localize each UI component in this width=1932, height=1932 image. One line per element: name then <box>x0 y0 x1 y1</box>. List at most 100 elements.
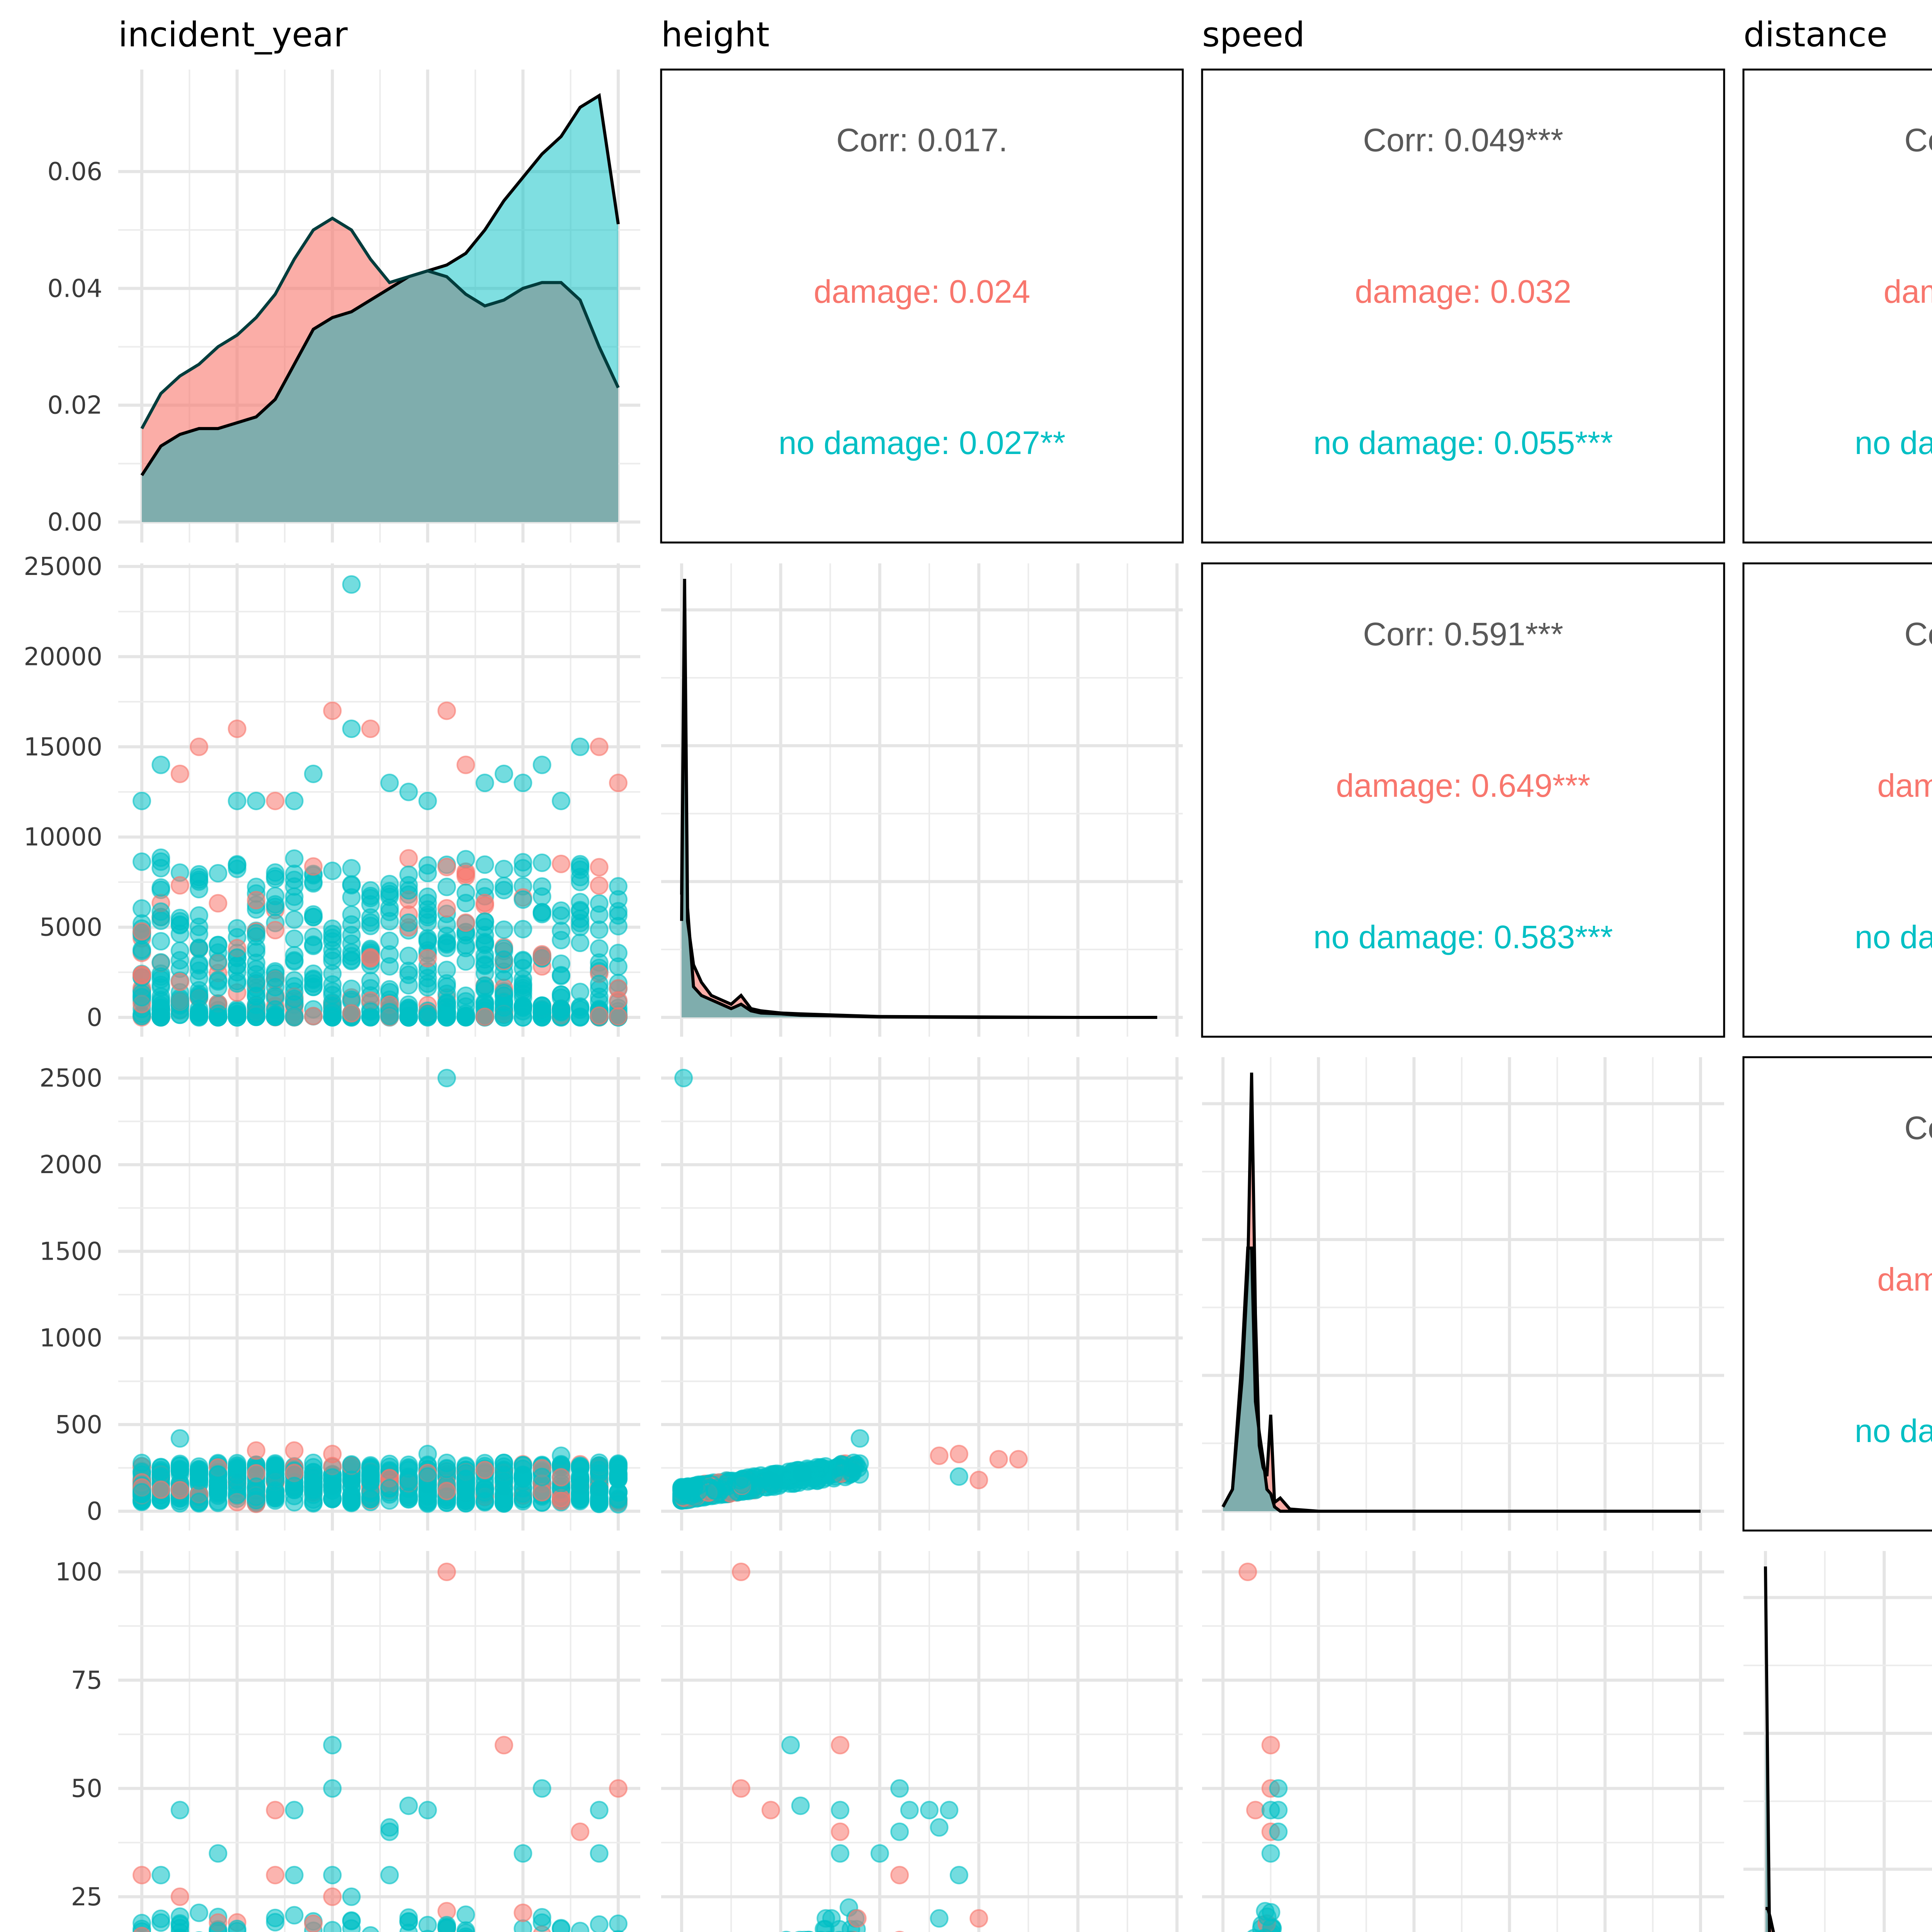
y-tick-label: 500 <box>55 1411 102 1439</box>
scatter-point-damage <box>949 1445 968 1464</box>
scatter-point-no-damage <box>571 867 590 886</box>
scatter-point-no-damage <box>228 859 247 878</box>
scatter-point-no-damage <box>189 988 208 1007</box>
scatter-point-no-damage <box>532 1779 551 1798</box>
scatter-point-no-damage <box>571 934 590 952</box>
scatter-point-no-damage <box>532 853 551 872</box>
scatter-point-damage <box>170 972 189 991</box>
scatter-point-damage <box>590 1006 609 1025</box>
scatter-point-no-damage <box>532 1913 551 1932</box>
scatter-point-no-damage <box>940 1801 959 1820</box>
scatter-point-no-damage <box>209 864 228 883</box>
scatter-point-no-damage <box>209 1465 228 1484</box>
scatter-point-no-damage <box>475 1483 494 1502</box>
density-area-overlap <box>1765 1733 1770 1932</box>
scatter-point-no-damage <box>949 1866 968 1884</box>
scatter-point-damage <box>133 965 151 984</box>
scatter-point-no-damage <box>831 1844 850 1863</box>
scatter-point-no-damage <box>228 1461 247 1480</box>
scatter-point-damage <box>514 1903 532 1922</box>
corr-no-damage-label: no damage: 0.583*** <box>1313 919 1613 955</box>
y-tick-label: 1500 <box>39 1237 102 1266</box>
scatter-point-no-damage <box>399 1471 418 1490</box>
scatter-point-no-damage <box>342 859 361 878</box>
scatter-point-no-damage <box>930 1818 949 1837</box>
scatter-point-no-damage <box>514 1844 532 1863</box>
scatter-point-damage <box>495 1736 514 1755</box>
axis-layer: 1990199520002005201020150500010000150002… <box>24 158 103 1912</box>
density-area-overlap <box>142 270 618 522</box>
scatter-point-no-damage <box>532 905 551 923</box>
scatter-point-damage <box>133 922 151 941</box>
scatter-point-no-damage <box>151 902 170 921</box>
scatter-point-no-damage <box>399 1908 418 1927</box>
scatter-point-damage <box>831 1736 850 1755</box>
scatter-point-no-damage <box>170 941 189 960</box>
scatter-point-no-damage <box>514 774 532 793</box>
scatter-point-no-damage <box>285 1866 304 1884</box>
scatter-point-no-damage <box>323 1468 342 1487</box>
scatter-point-no-damage <box>170 1801 189 1820</box>
scatter-point-no-damage <box>437 934 456 952</box>
scatter-point-no-damage <box>831 1801 850 1820</box>
corr-overall-label: Corr: 0.825*** <box>1904 616 1932 652</box>
scatter-point-no-damage <box>189 1903 208 1922</box>
scatter-point-no-damage <box>890 1822 909 1841</box>
scatter-point-no-damage <box>266 897 285 916</box>
scatter-point-damage <box>532 947 551 966</box>
y-tick-label: 2500 <box>39 1064 102 1093</box>
scatter-point-no-damage <box>456 883 475 902</box>
scatter-point-no-damage <box>514 920 532 939</box>
y-tick-label: 25000 <box>24 553 102 581</box>
scatter-point-no-damage <box>266 1908 285 1927</box>
strip-top-height: height <box>661 15 770 54</box>
correlation-panel-box <box>1742 562 1932 1038</box>
scatter-point-damage <box>552 854 571 873</box>
scatter-layer <box>133 575 1288 1932</box>
density-line-damage <box>680 600 1157 1019</box>
scatter-point-no-damage <box>456 1004 475 1023</box>
scatter-point-damage <box>831 1822 850 1841</box>
scatter-point-no-damage <box>399 913 418 932</box>
corr-no-damage-label: no damage: 0.623*** <box>1855 1413 1932 1449</box>
scatter-point-damage <box>969 1471 988 1490</box>
y-tick-label: 0.02 <box>48 391 103 420</box>
scatter-point-damage <box>609 991 628 1010</box>
scatter-point-damage <box>437 899 456 918</box>
scatter-point-no-damage <box>495 1468 514 1487</box>
scatter-point-no-damage <box>189 1463 208 1481</box>
scatter-point-no-damage <box>399 1488 418 1507</box>
density-line-damage <box>140 216 620 430</box>
scatter-point-no-damage <box>342 1887 361 1906</box>
scatter-point-no-damage <box>532 1468 551 1486</box>
scatter-point-no-damage <box>514 951 532 969</box>
correlation-layer: Corr: 0.017. damage: 0.024 no damage: 0.02… <box>660 68 1932 1532</box>
scatter-point-no-damage <box>323 1921 342 1932</box>
scatter-point-no-damage <box>133 1483 151 1502</box>
scatter-point-no-damage <box>170 924 189 943</box>
scatter-point-damage <box>266 1801 285 1820</box>
scatter-point-no-damage <box>495 920 514 939</box>
y-tick-label: 1000 <box>39 1324 102 1353</box>
scatter-point-no-damage <box>495 939 514 958</box>
scatter-point-no-damage <box>170 908 189 927</box>
scatter-point-no-damage <box>342 1485 361 1504</box>
scatter-point-no-damage <box>285 929 304 948</box>
scatter-point-damage <box>1261 1736 1280 1755</box>
scatter-point-damage <box>437 1481 456 1500</box>
density-line-no-damage <box>680 578 1157 1019</box>
scatter-point-no-damage <box>437 1916 456 1932</box>
scatter-point-no-damage <box>495 993 514 1012</box>
scatter-point-no-damage <box>151 1913 170 1932</box>
y-tick-label: 0 <box>87 1497 102 1526</box>
scatter-point-damage <box>304 1914 323 1932</box>
correlation-panel-box <box>1742 68 1932 544</box>
y-tick-label: 0.06 <box>48 158 103 186</box>
scatter-point-no-damage <box>843 1459 862 1478</box>
scatter-point-damage <box>456 755 475 774</box>
scatter-point-no-damage <box>228 948 247 967</box>
corr-damage-label: damage: 0.128** <box>1884 273 1932 310</box>
scatter-point-no-damage <box>609 957 628 976</box>
scatter-point-no-damage <box>285 910 304 929</box>
scatter-point-no-damage <box>920 1801 939 1820</box>
